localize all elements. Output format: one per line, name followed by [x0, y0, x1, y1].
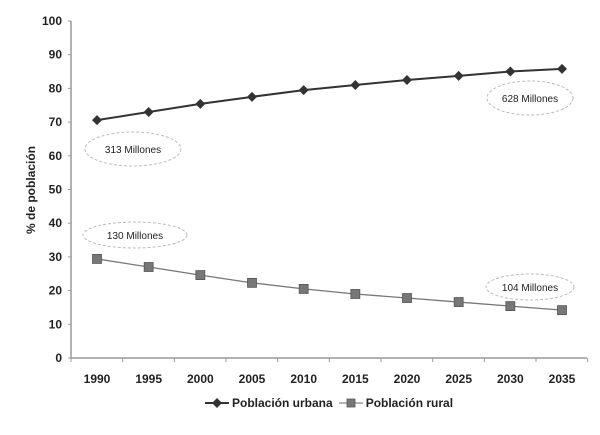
y-tick-label: 70: [49, 115, 63, 129]
annotation-callout: 313 Millones: [84, 131, 182, 167]
data-point: [505, 66, 516, 77]
x-tick-label: 2035: [549, 372, 576, 386]
svg-text:104 Millones: 104 Millones: [502, 283, 558, 294]
data-point: [195, 270, 206, 280]
x-tick-label: 2030: [497, 372, 524, 386]
svg-text:628 Millones: 628 Millones: [502, 94, 558, 105]
x-tick-label: 2020: [394, 372, 421, 386]
y-tick-label: 80: [49, 81, 63, 95]
y-axis-title: % de población: [24, 146, 38, 234]
data-point: [143, 262, 154, 272]
legend-item-urban: Población urbana: [205, 396, 333, 410]
legend-label-urban: Población urbana: [232, 396, 333, 410]
annotation-callout: 130 Millones: [82, 221, 188, 249]
diamond-marker-icon: [205, 398, 229, 408]
data-point: [402, 74, 412, 85]
data-point: [247, 91, 257, 102]
data-point: [143, 106, 154, 117]
annotation-callout: 104 Millones: [485, 273, 575, 301]
y-tick-label: 90: [49, 48, 63, 62]
x-tick-label: 2010: [290, 372, 317, 386]
series-urban: [92, 63, 567, 126]
y-tick-label: 50: [49, 183, 63, 197]
data-point: [402, 293, 412, 303]
data-point: [195, 98, 206, 109]
data-point: [92, 254, 102, 264]
legend-item-rural: Población rural: [338, 396, 454, 410]
annotations-group: 313 Millones 628 Millones 130 Millones 104 …: [82, 80, 575, 301]
svg-text:130 Millones: 130 Millones: [107, 231, 163, 242]
annotation-callout: 628 Millones: [486, 80, 574, 116]
data-point: [247, 277, 257, 288]
y-tick-label: 30: [49, 250, 63, 264]
data-point: [453, 297, 464, 307]
data-point: [350, 80, 361, 91]
y-axis: 0 10 20 30 40 50 60 70 80 90 100: [42, 14, 72, 365]
x-tick-label: 2000: [187, 372, 214, 386]
x-tick-label: 1990: [84, 372, 111, 386]
svg-text:313 Millones: 313 Millones: [105, 145, 161, 156]
square-marker-icon: [338, 398, 363, 408]
y-tick-label: 0: [55, 351, 62, 365]
data-point: [557, 63, 567, 74]
data-point: [557, 305, 567, 316]
data-point: [298, 85, 309, 96]
y-tick-label: 60: [49, 149, 63, 163]
x-tick-label: 1995: [135, 372, 162, 386]
y-tick-label: 100: [42, 14, 62, 28]
data-point: [92, 115, 102, 126]
y-tick-label: 40: [49, 216, 63, 230]
data-point: [350, 289, 361, 299]
data-point: [453, 70, 464, 81]
x-tick-label: 2005: [239, 372, 266, 386]
legend: Población urbana Población rural: [205, 396, 453, 410]
series-group: [92, 63, 567, 316]
x-tick-label: 2015: [342, 372, 369, 386]
series-rural: [92, 254, 567, 316]
x-axis: 1990 1995 2000 2005 2010 2015 2020 2025 2030 2035: [70, 357, 589, 386]
y-tick-label: 10: [49, 317, 63, 331]
data-point: [298, 284, 309, 294]
x-tick-label: 2025: [445, 372, 472, 386]
legend-label-rural: Población rural: [365, 396, 454, 410]
data-point: [505, 301, 516, 312]
y-tick-label: 20: [49, 284, 63, 298]
